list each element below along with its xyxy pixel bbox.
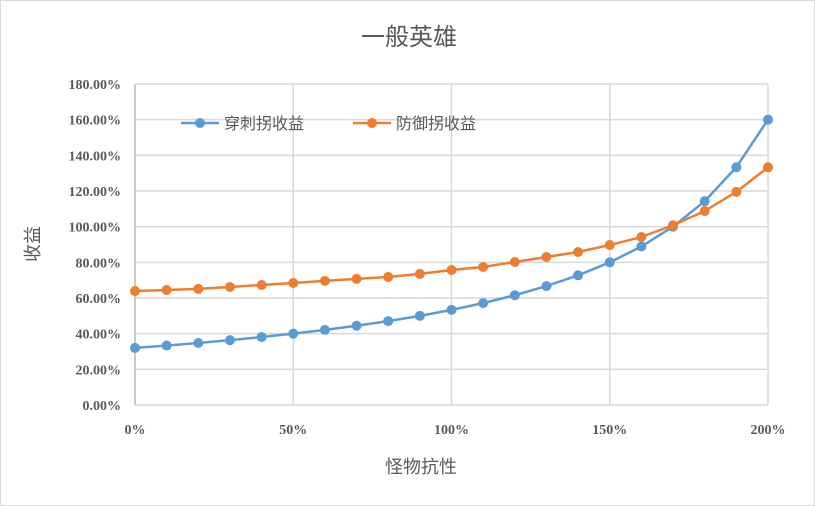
data-point xyxy=(509,256,520,267)
y-tick-label: 60.00% xyxy=(76,292,122,307)
x-tick-label: 150% xyxy=(592,423,627,438)
data-point xyxy=(319,324,330,335)
data-point xyxy=(446,304,457,315)
y-tick-label: 20.00% xyxy=(76,363,122,378)
x-tick-label: 200% xyxy=(751,423,786,438)
data-point xyxy=(288,278,299,289)
x-axis-label: 怪物抗性 xyxy=(385,457,457,478)
chart-title: 一般英雄 xyxy=(361,23,457,51)
data-point xyxy=(414,268,425,279)
y-tick-label: 120.00% xyxy=(69,185,122,200)
y-tick-label: 0.00% xyxy=(83,399,122,414)
data-point xyxy=(763,114,773,125)
data-point xyxy=(193,283,204,294)
legend: 穿刺拐收益 防御拐收益 xyxy=(181,114,476,133)
data-point xyxy=(699,205,710,216)
data-point xyxy=(541,251,552,262)
data-point xyxy=(193,337,204,348)
y-tick-label: 100.00% xyxy=(69,221,122,236)
legend-dot-marker xyxy=(367,118,377,128)
data-point xyxy=(319,275,330,286)
data-point xyxy=(604,257,615,268)
data-point xyxy=(699,196,710,207)
data-point xyxy=(224,335,235,346)
y-tick-label: 180.00% xyxy=(69,78,122,93)
data-point xyxy=(446,265,457,276)
legend-item-2: 防御拐收益 xyxy=(353,114,476,133)
data-point xyxy=(731,186,742,197)
y-tick-label: 140.00% xyxy=(69,149,122,164)
data-point xyxy=(636,241,647,252)
data-point xyxy=(224,281,235,292)
data-point xyxy=(668,220,679,231)
data-point xyxy=(478,261,489,272)
data-point xyxy=(383,316,394,327)
y-tick-label: 40.00% xyxy=(76,328,122,343)
series-2 xyxy=(130,162,773,297)
data-point xyxy=(763,162,773,173)
data-point xyxy=(573,246,584,257)
legend-item-1: 穿刺拐收益 xyxy=(181,114,304,133)
data-point xyxy=(731,162,742,173)
legend-label: 防御拐收益 xyxy=(396,114,476,133)
y-axis-label: 收益 xyxy=(23,226,44,262)
data-point xyxy=(351,320,362,331)
data-point xyxy=(414,310,425,321)
y-tick-label: 80.00% xyxy=(76,256,122,271)
x-tick-label: 0% xyxy=(125,423,146,438)
data-point xyxy=(161,340,172,351)
legend-label: 穿刺拐收益 xyxy=(224,114,304,133)
data-point xyxy=(288,328,299,339)
x-tick-label: 100% xyxy=(434,423,469,438)
legend-dot-marker xyxy=(195,118,205,128)
data-point xyxy=(383,271,394,282)
data-point xyxy=(256,279,267,290)
series-group xyxy=(130,114,773,353)
y-axis-ticks: 0.00% 20.00% 40.00% 60.00% 80.00% 100.00% 120.… xyxy=(69,78,122,414)
data-point xyxy=(541,281,552,292)
data-point xyxy=(509,290,520,301)
x-tick-label: 50% xyxy=(279,423,307,438)
y-tick-label: 160.00% xyxy=(69,114,122,129)
x-axis-ticks: 0% 50% 100% 150% 200% xyxy=(125,423,786,438)
data-point xyxy=(573,270,584,281)
data-point xyxy=(604,240,615,251)
data-point xyxy=(478,298,489,309)
data-point xyxy=(130,342,140,353)
data-point xyxy=(636,232,647,243)
data-point xyxy=(351,273,362,284)
data-point xyxy=(256,332,267,343)
data-point xyxy=(161,284,172,295)
data-point xyxy=(130,286,140,297)
